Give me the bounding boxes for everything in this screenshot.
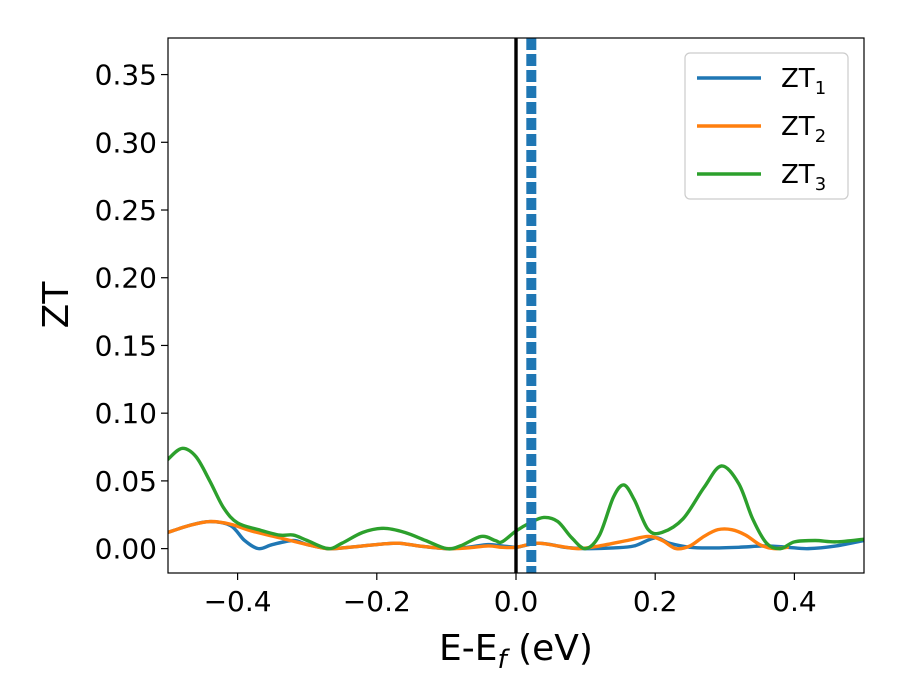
x-tick-label: −0.2 — [343, 585, 411, 618]
y-tick-label: 0.00 — [95, 533, 157, 566]
y-tick-label: 0.20 — [95, 262, 157, 295]
legend-label-zt1: ZT1 — [781, 64, 826, 99]
y-tick-label: 0.15 — [95, 329, 157, 362]
y-tick-label: 0.05 — [95, 465, 157, 498]
y-axis-ticks: 0.00 0.05 0.10 0.15 0.20 0.25 0.30 0.35 — [95, 59, 168, 566]
legend: ZT1 ZT2 ZT3 — [684, 52, 849, 200]
legend-label-zt2: ZT2 — [781, 112, 826, 147]
legend-label-zt3: ZT3 — [781, 160, 826, 195]
x-axis-ticks: −0.4 −0.2 0.0 0.2 0.4 — [204, 573, 817, 618]
y-tick-label: 0.10 — [95, 397, 157, 430]
legend-frame — [684, 52, 849, 200]
y-tick-label: 0.30 — [95, 126, 157, 159]
x-tick-label: −0.4 — [204, 585, 272, 618]
y-axis-label: ZT — [36, 281, 77, 329]
series-line-zt3 — [168, 446, 864, 551]
x-tick-label: 0.0 — [494, 585, 539, 618]
y-tick-label: 0.35 — [95, 59, 157, 92]
x-tick-label: 0.4 — [772, 585, 817, 618]
y-tick-label: 0.25 — [95, 194, 157, 227]
x-axis-label: E-Ef (eV) — [439, 628, 593, 675]
reference-lines — [514, 38, 537, 573]
x-tick-label: 0.2 — [633, 585, 678, 618]
legend-items: ZT1 ZT2 ZT3 — [697, 64, 826, 195]
